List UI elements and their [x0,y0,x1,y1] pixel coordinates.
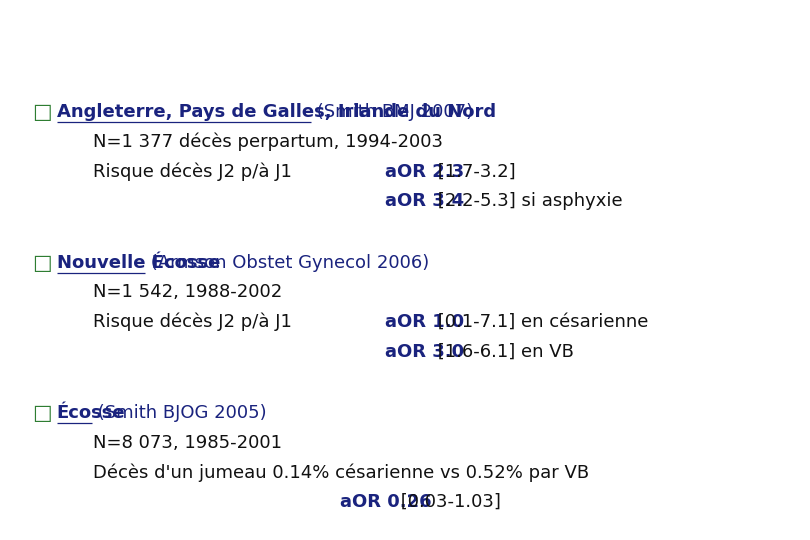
Text: aOR 1.0: aOR 1.0 [385,313,464,331]
Text: Nouvelle Écosse: Nouvelle Écosse [57,254,220,272]
Text: □: □ [32,403,52,423]
Text: [0.03-1.03]: [0.03-1.03] [394,493,501,511]
Text: Écosse: Écosse [57,404,126,422]
Text: aOR 0.26: aOR 0.26 [340,493,432,511]
Text: □: □ [32,103,52,123]
Text: N=8 073, 1985-2001: N=8 073, 1985-2001 [93,434,282,452]
Text: N=1 542, 1988-2002: N=1 542, 1988-2002 [93,284,283,301]
Text: [1.6-6.1] en VB: [1.6-6.1] en VB [433,342,574,361]
Text: [0.1-7.1] en césarienne: [0.1-7.1] en césarienne [433,313,649,331]
Text: [2.2-5.3] si asphyxie: [2.2-5.3] si asphyxie [433,192,623,210]
Text: Risque décès J2 p/à J1: Risque décès J2 p/à J1 [93,313,292,331]
Text: Décès d'un jumeau 0.14% césarienne vs 0.52% par VB: Décès d'un jumeau 0.14% césarienne vs 0.… [93,463,589,482]
Text: aOR 3.0: aOR 3.0 [385,342,464,361]
Text: Risque décès J2 p/à J1: Risque décès J2 p/à J1 [93,163,292,181]
Text: aOR 2.3: aOR 2.3 [385,163,464,181]
Text: (Smith BMJ 2007): (Smith BMJ 2007) [311,104,473,122]
Text: Nature des données : études en population: Nature des données : études en populatio… [27,26,639,52]
Text: Angleterre, Pays de Galles, Irlande du Nord: Angleterre, Pays de Galles, Irlande du N… [57,104,496,122]
Text: (Smith BJOG 2005): (Smith BJOG 2005) [92,404,266,422]
Text: □: □ [32,253,52,273]
Text: (Armson Obstet Gynecol 2006): (Armson Obstet Gynecol 2006) [145,254,429,272]
Text: aOR 3.4: aOR 3.4 [385,192,464,210]
Text: N=1 377 décès perpartum, 1994-2003: N=1 377 décès perpartum, 1994-2003 [93,133,443,151]
Text: [1.7-3.2]: [1.7-3.2] [433,163,516,181]
